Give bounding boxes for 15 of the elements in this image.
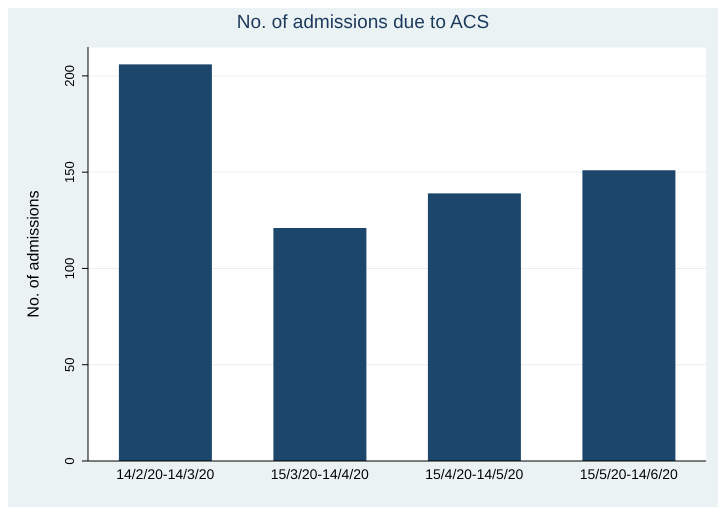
x-tick-label: 14/2/20-14/3/20 — [116, 466, 214, 482]
y-tick-label: 0 — [62, 457, 77, 465]
bar — [118, 64, 212, 461]
bar — [273, 228, 366, 461]
bar — [428, 193, 521, 461]
x-tick-label: 15/5/20-14/6/20 — [580, 466, 678, 482]
chart-title: No. of admissions due to ACS — [236, 11, 490, 35]
x-tick-label: 15/3/20-14/4/20 — [270, 466, 369, 482]
y-tick-label: 150 — [62, 161, 77, 184]
y-tick-label: 100 — [62, 258, 77, 280]
y-axis-title: No. of admissions — [26, 190, 43, 318]
y-tick-label: 200 — [62, 65, 77, 87]
y-tick-label: 50 — [62, 357, 77, 372]
bar — [582, 170, 676, 461]
x-tick-label: 15/4/20-14/5/20 — [425, 466, 524, 482]
